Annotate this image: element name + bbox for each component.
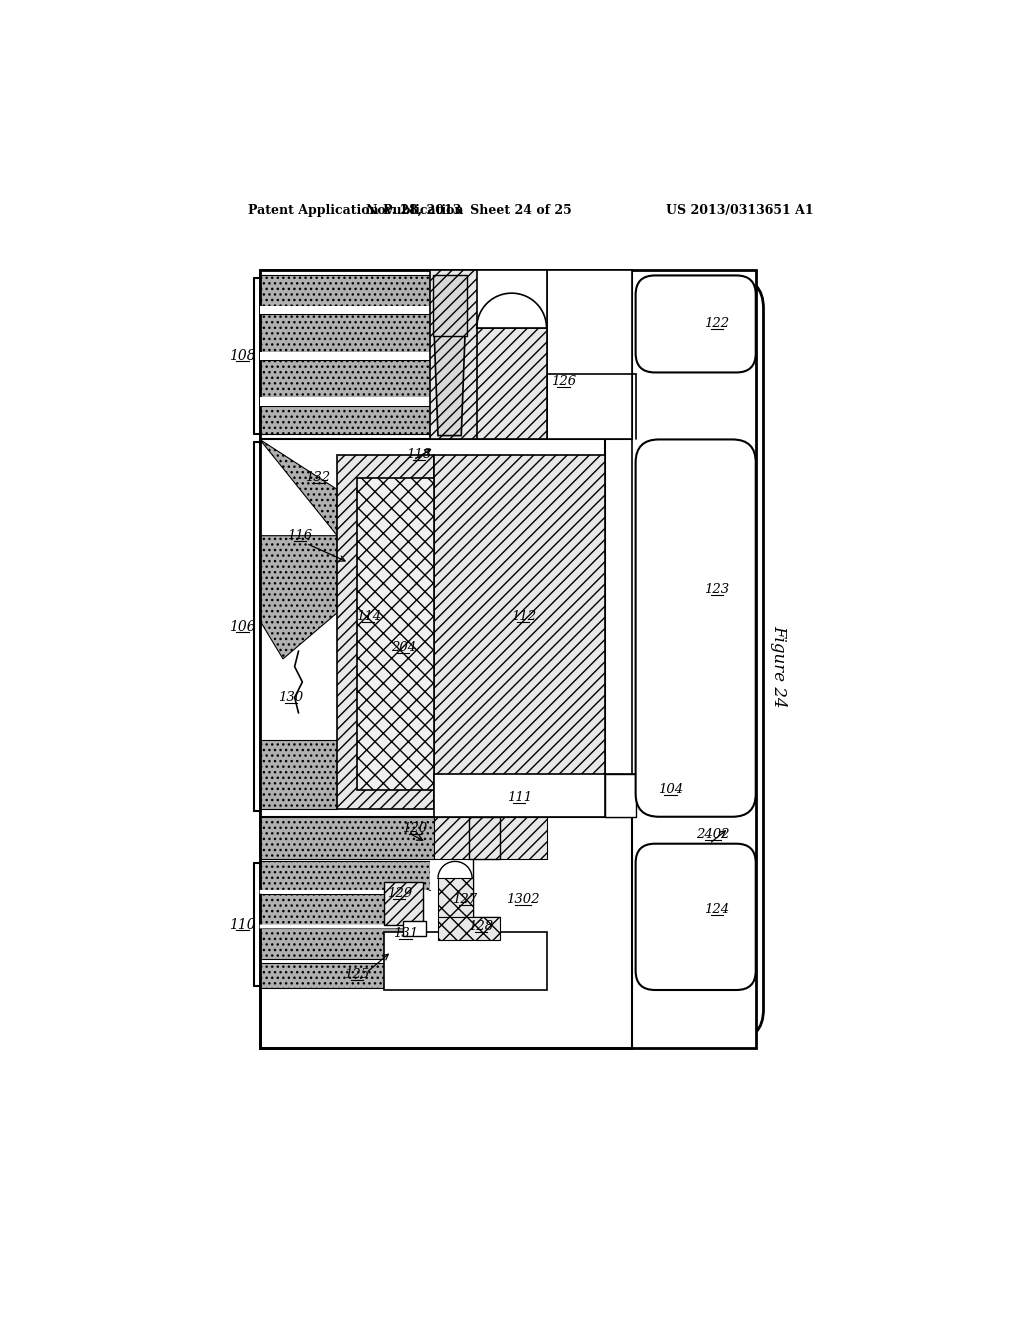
Text: 108: 108: [229, 348, 256, 363]
Text: Figure 24: Figure 24: [770, 626, 787, 708]
Text: 112: 112: [511, 610, 536, 623]
Bar: [384, 882, 423, 924]
Text: 106: 106: [229, 619, 256, 634]
Polygon shape: [260, 739, 337, 809]
Polygon shape: [260, 536, 337, 659]
FancyBboxPatch shape: [632, 277, 764, 1040]
Bar: [434, 817, 547, 859]
Bar: [438, 878, 473, 917]
Text: 2402: 2402: [696, 828, 730, 841]
Bar: [260, 276, 477, 306]
Text: 122: 122: [705, 317, 729, 330]
FancyBboxPatch shape: [636, 843, 756, 990]
Text: 118: 118: [407, 449, 431, 462]
Bar: [403, 921, 426, 936]
Text: Patent Application Publication: Patent Application Publication: [248, 205, 464, 218]
Polygon shape: [434, 331, 465, 436]
Bar: [260, 817, 434, 859]
FancyBboxPatch shape: [636, 276, 756, 372]
Text: 129: 129: [387, 887, 412, 900]
Text: 130: 130: [279, 690, 303, 704]
Text: 204: 204: [390, 640, 416, 653]
Bar: [477, 271, 547, 327]
Bar: [604, 440, 632, 817]
Bar: [469, 817, 500, 859]
Text: 114: 114: [355, 610, 381, 623]
Bar: [434, 775, 604, 817]
Text: Nov. 28, 2013  Sheet 24 of 25: Nov. 28, 2013 Sheet 24 of 25: [367, 205, 571, 218]
Bar: [260, 407, 477, 434]
Bar: [438, 917, 500, 940]
Text: 125: 125: [344, 968, 370, 981]
Text: 126: 126: [551, 375, 577, 388]
Text: 128: 128: [468, 920, 494, 933]
Text: 127: 127: [453, 894, 477, 907]
Bar: [260, 861, 430, 890]
Bar: [260, 306, 477, 314]
Bar: [430, 271, 547, 440]
Bar: [260, 314, 477, 352]
Bar: [604, 775, 636, 817]
Bar: [260, 271, 632, 440]
Text: 104: 104: [658, 783, 683, 796]
Bar: [477, 327, 547, 440]
Bar: [260, 859, 632, 990]
Text: 1302: 1302: [507, 894, 540, 907]
Bar: [337, 455, 434, 809]
Bar: [260, 440, 632, 817]
Text: 120: 120: [402, 822, 427, 834]
Bar: [260, 352, 477, 360]
Bar: [260, 894, 423, 924]
Text: 116: 116: [288, 529, 312, 543]
Bar: [384, 932, 547, 990]
Bar: [260, 271, 756, 1048]
Bar: [260, 928, 419, 960]
Bar: [356, 478, 434, 789]
Bar: [432, 276, 467, 335]
Bar: [434, 455, 604, 809]
Text: 123: 123: [705, 583, 729, 597]
Polygon shape: [430, 861, 454, 890]
Bar: [547, 271, 632, 374]
Bar: [547, 271, 632, 440]
Bar: [260, 360, 477, 397]
Text: 111: 111: [507, 791, 531, 804]
Text: 132: 132: [305, 471, 331, 484]
Polygon shape: [260, 924, 423, 928]
Text: US 2013/0313651 A1: US 2013/0313651 A1: [667, 205, 814, 218]
Text: 131: 131: [393, 927, 418, 940]
Polygon shape: [260, 440, 337, 536]
Bar: [260, 964, 415, 989]
Text: 124: 124: [705, 903, 729, 916]
Text: 110: 110: [229, 917, 256, 932]
FancyBboxPatch shape: [636, 440, 756, 817]
Polygon shape: [260, 890, 430, 894]
Bar: [260, 397, 477, 407]
